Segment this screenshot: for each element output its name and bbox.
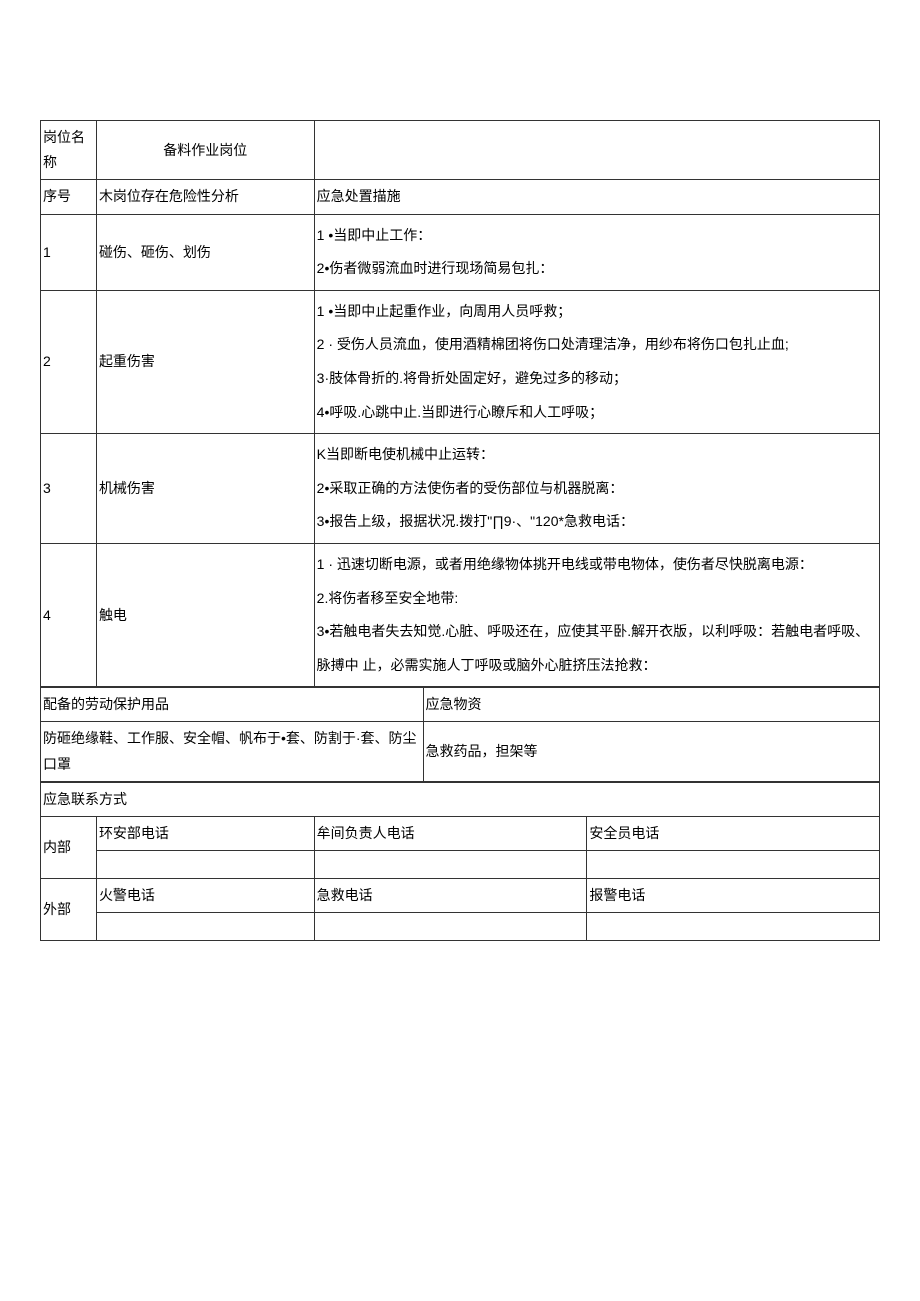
external-value-1	[96, 913, 314, 941]
risk-3: 机械伤害	[96, 434, 314, 544]
action-1: 1 •当即中止工作： 2•伤者微弱流血时进行现场简易包扎：	[314, 214, 879, 290]
ppe-label: 配备的劳动保护用品	[41, 688, 424, 722]
action-4-line-3: 3•若触电者失去知觉.心脏、呼吸还在，应使其平卧.解开衣版，以利呼吸：若触电者呼…	[317, 615, 877, 682]
external-value-3	[587, 913, 880, 941]
seq-4: 4	[41, 543, 97, 686]
internal-values-row	[41, 851, 880, 879]
external-label: 外部	[41, 879, 97, 941]
risk-1: 碰伤、砸伤、划伤	[96, 214, 314, 290]
data-row-2: 2 起重伤害 1 •当即中止起重作业，向周用人员呼救； 2 · 受伤人员流血，使…	[41, 290, 880, 433]
action-1-line-2: 2•伤者微弱流血时进行现场简易包扎：	[317, 252, 877, 286]
table-header-row: 序号 木岗位存在危险性分析 应急处置描施	[41, 180, 880, 214]
emergency-table: 岗位名称 备料作业岗位 序号 木岗位存在危险性分析 应急处置描施 1 碰伤、砸伤…	[40, 120, 880, 687]
action-3-line-3: 3•报告上级，报据状况.拨打"∏9·、"120*急救电话：	[317, 505, 877, 539]
internal-value-3	[587, 851, 880, 879]
data-row-3: 3 机械伤害 K当即断电使机械中止运转： 2•采取正确的方法使伤者的受伤部位与机…	[41, 434, 880, 544]
internal-label: 内部	[41, 817, 97, 879]
data-row-4: 4 触电 1 · 迅速切断电源，或者用绝缘物体挑开电线或带电物体，使伤者尽快脱离…	[41, 543, 880, 686]
equipment-value-row: 防砸绝缘鞋、工作服、安全帽、帆布于•套、防割于·套、防尘口罩 急救药品，担架等	[41, 722, 880, 781]
supply-value: 急救药品，担架等	[423, 722, 879, 781]
external-values-row	[41, 913, 880, 941]
external-item-3: 报警电话	[587, 879, 880, 913]
internal-labels-row: 内部 环安部电话 牟间负责人电话 安全员电话	[41, 817, 880, 851]
equipment-table: 配备的劳动保护用品 应急物资 防砸绝缘鞋、工作服、安全帽、帆布于•套、防割于·套…	[40, 687, 880, 782]
internal-value-1	[96, 851, 314, 879]
risk-2: 起重伤害	[96, 290, 314, 433]
post-name-value: 备料作业岗位	[96, 121, 314, 180]
action-2: 1 •当即中止起重作业，向周用人员呼救； 2 · 受伤人员流血，使用酒精棉团将伤…	[314, 290, 879, 433]
action-3-line-2: 2•采取正确的方法使伤者的受伤部位与机器脱离：	[317, 472, 877, 506]
external-item-2: 急救电话	[314, 879, 587, 913]
contacts-title-row: 应急联系方式	[41, 782, 880, 816]
seq-1: 1	[41, 214, 97, 290]
action-4-line-2: 2.将伤者移至安全地带:	[317, 582, 877, 616]
action-4-line-1: 1 · 迅速切断电源，或者用绝缘物体挑开电线或带电物体，使伤者尽快脱离电源：	[317, 548, 877, 582]
risk-4: 触电	[96, 543, 314, 686]
post-blank	[314, 121, 879, 180]
internal-item-1: 环安部电话	[96, 817, 314, 851]
action-2-line-2: 2 · 受伤人员流血，使用酒精棉团将伤口处清理洁净，用纱布将伤口包扎止血;	[317, 328, 877, 362]
post-name-row: 岗位名称 备料作业岗位	[41, 121, 880, 180]
header-risk: 木岗位存在危险性分析	[96, 180, 314, 214]
contacts-title: 应急联系方式	[41, 782, 880, 816]
header-action: 应急处置描施	[314, 180, 879, 214]
post-name-label: 岗位名称	[41, 121, 97, 180]
internal-item-3: 安全员电话	[587, 817, 880, 851]
equipment-header-row: 配备的劳动保护用品 应急物资	[41, 688, 880, 722]
action-2-line-4: 4•呼吸.心跳中止.当即进行心瞭斥和人工呼吸；	[317, 396, 877, 430]
external-labels-row: 外部 火警电话 急救电话 报警电话	[41, 879, 880, 913]
contacts-table: 应急联系方式 内部 环安部电话 牟间负责人电话 安全员电话 外部 火警电话 急救…	[40, 782, 880, 942]
external-item-1: 火警电话	[96, 879, 314, 913]
action-3: K当即断电使机械中止运转： 2•采取正确的方法使伤者的受伤部位与机器脱离： 3•…	[314, 434, 879, 544]
action-2-line-3: 3·肢体骨折的.将骨折处固定好，避免过多的移动；	[317, 362, 877, 396]
action-1-line-1: 1 •当即中止工作：	[317, 219, 877, 253]
external-value-2	[314, 913, 587, 941]
action-2-line-1: 1 •当即中止起重作业，向周用人员呼救；	[317, 295, 877, 329]
header-seq: 序号	[41, 180, 97, 214]
seq-3: 3	[41, 434, 97, 544]
seq-2: 2	[41, 290, 97, 433]
supply-label: 应急物资	[423, 688, 879, 722]
action-4: 1 · 迅速切断电源，或者用绝缘物体挑开电线或带电物体，使伤者尽快脱离电源： 2…	[314, 543, 879, 686]
data-row-1: 1 碰伤、砸伤、划伤 1 •当即中止工作： 2•伤者微弱流血时进行现场简易包扎：	[41, 214, 880, 290]
ppe-value: 防砸绝缘鞋、工作服、安全帽、帆布于•套、防割于·套、防尘口罩	[41, 722, 424, 781]
internal-value-2	[314, 851, 587, 879]
action-3-line-1: K当即断电使机械中止运转：	[317, 438, 877, 472]
internal-item-2: 牟间负责人电话	[314, 817, 587, 851]
